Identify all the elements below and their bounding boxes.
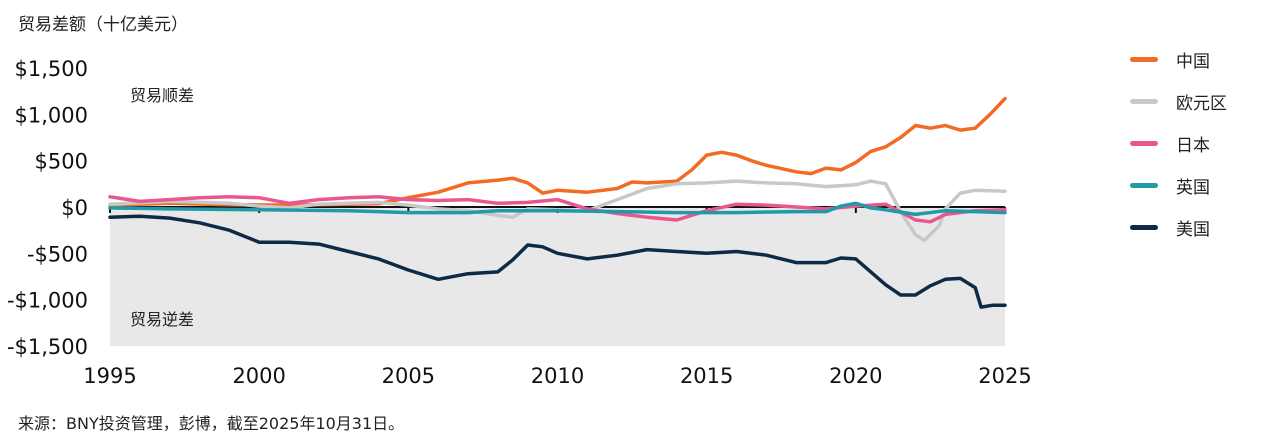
legend-item: 欧元区 (1130, 80, 1227, 122)
legend-item: 日本 (1130, 122, 1227, 164)
y-axis-ticks: $1,500 $1,000 $500 $0 -$500 -$1,000 -$1,500 (7, 57, 88, 359)
y-tick-label: -$1,500 (7, 335, 88, 359)
x-tick-label: 2015 (680, 364, 733, 388)
legend-swatch (1130, 140, 1158, 146)
legend-label: 英国 (1176, 177, 1210, 198)
deficit-annotation: 贸易逆差 (130, 310, 194, 329)
x-axis-ticks: 1995 2000 2005 2010 2015 2020 2025 (83, 207, 1032, 388)
x-tick-label: 2000 (232, 364, 285, 388)
x-tick-label: 1995 (83, 364, 136, 388)
legend-item: 英国 (1130, 164, 1227, 206)
y-tick-label: $1,500 (15, 57, 88, 81)
series-line-中国 (108, 96, 1007, 207)
legend-item: 中国 (1130, 38, 1227, 80)
legend-label: 美国 (1176, 219, 1210, 240)
chart-title: 贸易差额（十亿美元） (18, 15, 188, 35)
x-tick-label: 2005 (382, 364, 435, 388)
series-line-英国 (108, 201, 1007, 217)
y-tick-label: -$500 (27, 242, 88, 266)
series-line-欧元区 (108, 179, 1007, 243)
legend: 中国欧元区日本英国美国 (1130, 38, 1227, 248)
legend-label: 中国 (1176, 51, 1210, 72)
y-tick-label: $500 (35, 150, 88, 174)
legend-swatch (1130, 56, 1158, 62)
series-line-日本 (108, 195, 1007, 224)
legend-label: 日本 (1176, 135, 1210, 156)
series-layer (108, 96, 1007, 309)
legend-swatch (1130, 182, 1158, 188)
legend-swatch (1130, 98, 1158, 104)
legend-swatch (1130, 224, 1158, 230)
y-tick-label: $1,000 (15, 103, 88, 127)
x-tick-label: 2010 (531, 364, 584, 388)
surplus-annotation: 贸易顺差 (130, 86, 194, 105)
x-tick-label: 2025 (978, 364, 1031, 388)
source-note: 来源：BNY投资管理，彭博，截至2025年10月31日。 (18, 414, 405, 433)
deficit-background (110, 207, 1005, 346)
legend-label: 欧元区 (1176, 93, 1227, 114)
y-tick-label: -$1,000 (7, 289, 88, 313)
legend-item: 美国 (1130, 206, 1227, 248)
series-line-美国 (108, 214, 1007, 309)
x-tick-label: 2020 (829, 364, 882, 388)
y-tick-label: $0 (61, 196, 88, 220)
